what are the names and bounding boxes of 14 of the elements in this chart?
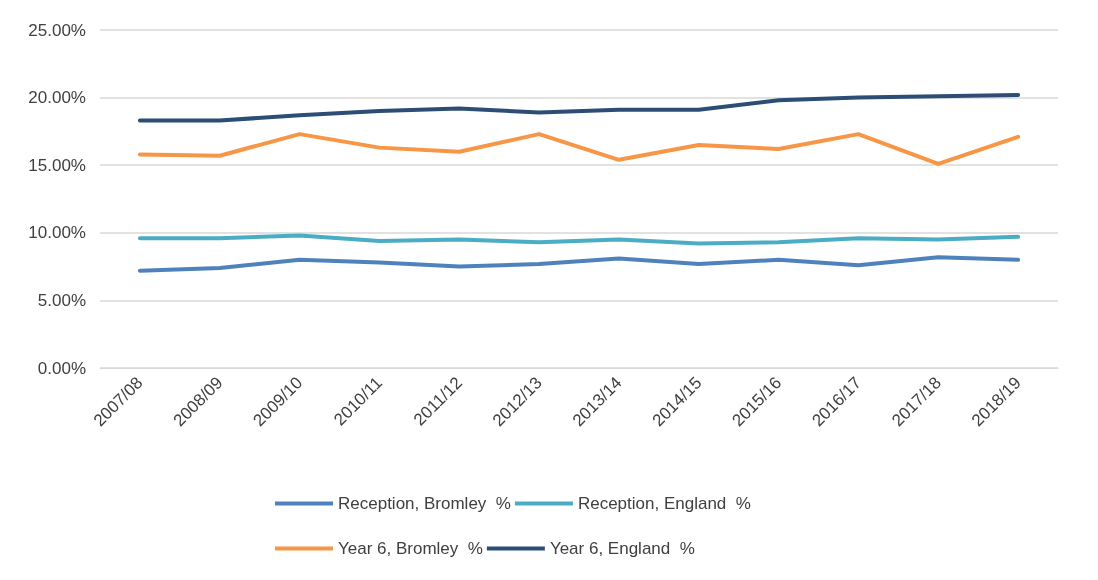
y-tick-label: 25.00% [28,20,86,40]
legend-label: Reception, England % [577,494,751,513]
line-series [137,255,1021,273]
y-tick-label: 5.00% [37,290,86,310]
y-tick-label: 15.00% [28,155,86,175]
y-tick-label: 20.00% [28,88,86,108]
y-tick-label: 10.00% [28,223,86,243]
legend-label: Reception, Bromley % [338,494,511,513]
line-series [137,132,1021,166]
line-series [137,233,1021,246]
y-tick-label: 0.00% [37,358,86,378]
line-series [137,92,1021,123]
legend-label: Year 6, Bromley % [338,539,483,558]
legend-label: Year 6, England % [549,539,695,558]
